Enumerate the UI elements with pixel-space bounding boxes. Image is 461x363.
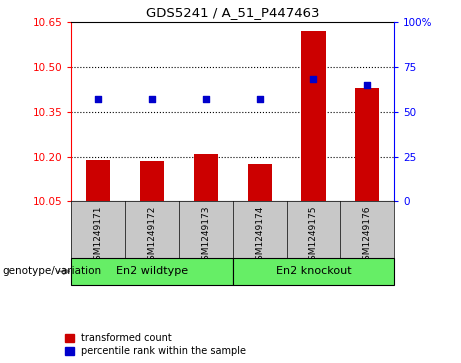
Text: GSM1249175: GSM1249175 [309, 206, 318, 266]
Point [148, 96, 156, 102]
Point [202, 96, 210, 102]
Text: GSM1249173: GSM1249173 [201, 206, 210, 266]
Text: En2 wildtype: En2 wildtype [116, 266, 188, 276]
Bar [194, 154, 218, 201]
Bar [248, 164, 272, 201]
Text: En2 knockout: En2 knockout [276, 266, 351, 276]
Text: GSM1249171: GSM1249171 [94, 206, 103, 266]
Bar [86, 160, 111, 201]
Bar [233, 258, 394, 285]
Title: GDS5241 / A_51_P447463: GDS5241 / A_51_P447463 [146, 6, 319, 19]
Text: GSM1249176: GSM1249176 [363, 206, 372, 266]
Point [364, 82, 371, 87]
Bar [71, 258, 233, 285]
Text: genotype/variation: genotype/variation [2, 266, 101, 276]
Point [310, 76, 317, 82]
Point [95, 96, 102, 102]
Point [256, 96, 263, 102]
Legend: transformed count, percentile rank within the sample: transformed count, percentile rank withi… [65, 333, 246, 356]
Bar [140, 161, 164, 201]
Bar [355, 88, 379, 201]
Text: GSM1249172: GSM1249172 [148, 206, 157, 266]
Bar [301, 31, 325, 201]
Text: GSM1249174: GSM1249174 [255, 206, 264, 266]
